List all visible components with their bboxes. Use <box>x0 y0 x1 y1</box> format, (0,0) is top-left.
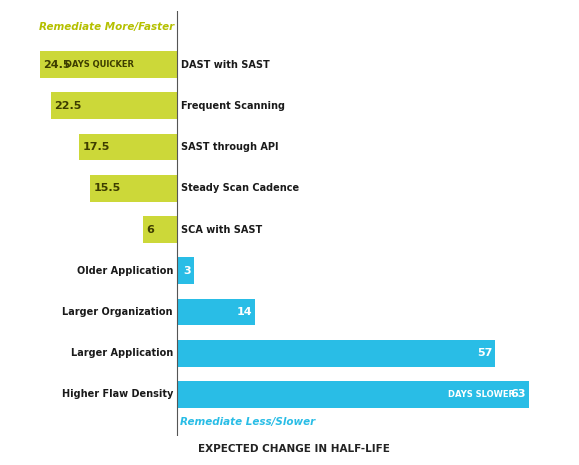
Bar <box>51 93 177 120</box>
Text: 15.5: 15.5 <box>94 183 121 193</box>
Text: Remediate Less/Slower: Remediate Less/Slower <box>179 417 315 427</box>
Text: 17.5: 17.5 <box>82 142 110 152</box>
Bar <box>177 299 255 326</box>
Text: Steady Scan Cadence: Steady Scan Cadence <box>181 183 299 193</box>
Text: Remediate More/Faster: Remediate More/Faster <box>39 22 174 32</box>
Bar <box>177 257 193 284</box>
Text: DAYS QUICKER: DAYS QUICKER <box>65 60 134 69</box>
Bar <box>79 134 177 160</box>
Text: 3: 3 <box>183 266 191 276</box>
Bar <box>144 216 177 243</box>
Text: 6: 6 <box>146 225 155 234</box>
Text: 14: 14 <box>237 307 252 317</box>
X-axis label: EXPECTED CHANGE IN HALF-LIFE: EXPECTED CHANGE IN HALF-LIFE <box>198 444 390 454</box>
Text: DAST with SAST: DAST with SAST <box>181 60 269 70</box>
Text: Larger Application: Larger Application <box>71 348 173 358</box>
Text: Older Application: Older Application <box>76 266 173 276</box>
Text: Higher Flaw Density: Higher Flaw Density <box>61 389 173 399</box>
Bar <box>177 381 529 408</box>
Text: 22.5: 22.5 <box>54 101 82 111</box>
Text: 63: 63 <box>511 389 526 399</box>
Text: Frequent Scanning: Frequent Scanning <box>181 101 285 111</box>
Text: SCA with SAST: SCA with SAST <box>181 225 262 234</box>
Bar <box>90 175 177 202</box>
Bar <box>177 340 495 366</box>
Text: DAYS SLOWER: DAYS SLOWER <box>448 390 515 399</box>
Text: 24.5: 24.5 <box>43 60 71 70</box>
Text: SAST through API: SAST through API <box>181 142 278 152</box>
Bar <box>40 51 177 78</box>
Text: Larger Organization: Larger Organization <box>63 307 173 317</box>
Text: 57: 57 <box>477 348 493 358</box>
